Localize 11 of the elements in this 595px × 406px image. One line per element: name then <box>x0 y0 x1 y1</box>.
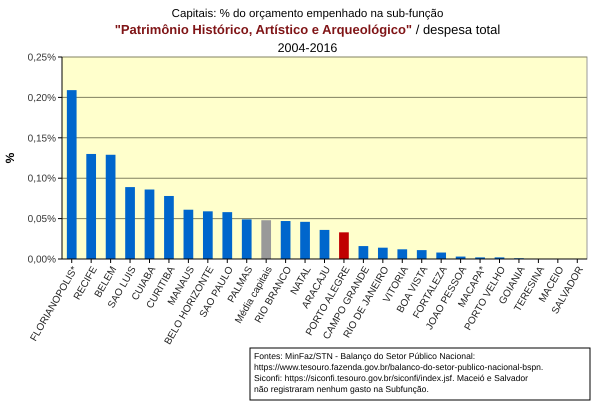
chart-subtitle: "Patrimônio Histórico, Artístico e Arqueológico" / despesa total <box>114 22 500 37</box>
chart-title: Capitais: % do orçamento empenhado na sub-função <box>172 8 444 20</box>
y-tick-label: 0,00% <box>28 254 56 266</box>
text: 2004-2016 <box>278 41 338 55</box>
y-tick-label: 0,20% <box>28 92 56 104</box>
y-tick-label: 0,10% <box>28 174 56 185</box>
y-axis-title: % <box>3 152 17 164</box>
y-tick-label: 0,15% <box>28 133 56 144</box>
y-tick-label: 0,25% <box>28 52 56 64</box>
text: Fontes: MinFaz/STN - Balanço do Setor Público Nacional: https://www.tesouro.fazenda.gov.br/balanco-do-setor-publico-nacional-bspn. Siconfi: https://siconfi.tesouro.gov.br/siconfi/index.jsf. Maceió e Salvador não registraram nenhum gasto na Subfunção. <box>254 351 544 394</box>
y-tick-label: 0,05% <box>28 214 56 226</box>
